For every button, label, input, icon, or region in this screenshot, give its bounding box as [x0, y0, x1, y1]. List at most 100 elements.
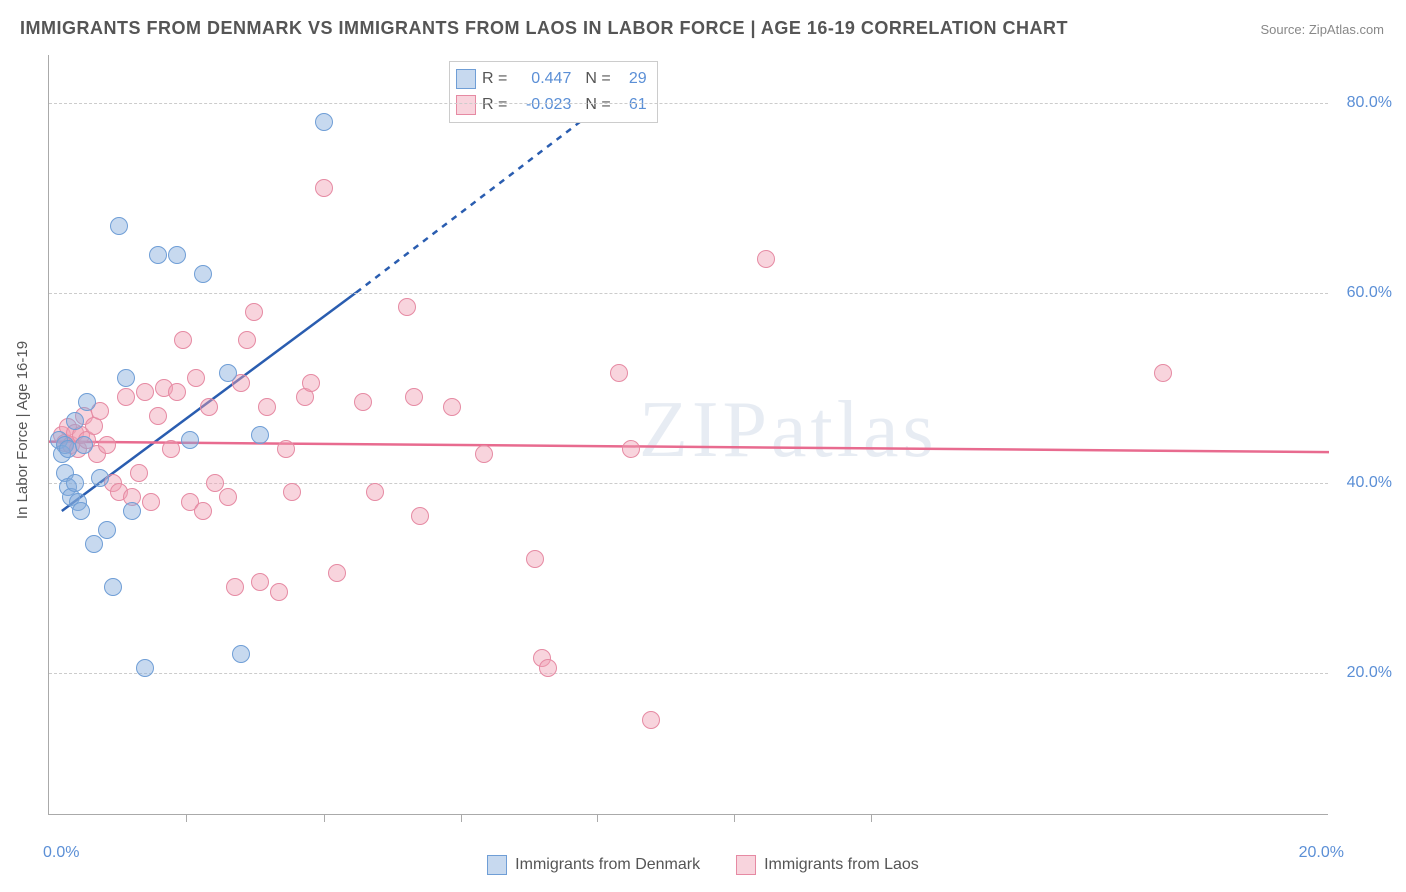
scatter-point-laos: [251, 573, 269, 591]
swatch-denmark-icon: [487, 855, 507, 875]
y-tick-label: 60.0%: [1347, 284, 1392, 302]
scatter-point-laos: [117, 388, 135, 406]
trend-lines-layer: [49, 55, 1328, 814]
stat-r-value: 0.447: [513, 70, 571, 88]
stats-row-denmark: R = 0.447 N = 29: [456, 66, 647, 92]
scatter-point-laos: [610, 364, 628, 382]
scatter-point-laos: [302, 374, 320, 392]
scatter-point-laos: [238, 331, 256, 349]
stat-r-label: R =: [482, 96, 507, 114]
scatter-point-laos: [366, 483, 384, 501]
scatter-point-laos: [526, 550, 544, 568]
stat-r-value: -0.023: [513, 96, 571, 114]
gridline-horizontal: [49, 673, 1328, 674]
trendline: [356, 112, 593, 293]
scatter-point-laos: [142, 493, 160, 511]
scatter-point-laos: [475, 445, 493, 463]
plot-area: ZIPatlas R =0.447N =29R =-0.023N =61 20.…: [48, 55, 1328, 815]
stat-n-value: 29: [617, 70, 647, 88]
scatter-point-laos: [315, 179, 333, 197]
scatter-point-denmark: [117, 369, 135, 387]
scatter-point-laos: [1154, 364, 1172, 382]
x-tick: [597, 814, 598, 822]
scatter-point-denmark: [85, 535, 103, 553]
scatter-point-laos: [187, 369, 205, 387]
y-axis-label: In Labor Force | Age 16-19: [14, 341, 31, 519]
x-tick: [734, 814, 735, 822]
legend-label: Immigrants from Denmark: [515, 856, 700, 874]
x-tick: [871, 814, 872, 822]
scatter-point-denmark: [98, 521, 116, 539]
scatter-point-laos: [328, 564, 346, 582]
scatter-point-denmark: [194, 265, 212, 283]
scatter-point-laos: [245, 303, 263, 321]
scatter-point-denmark: [315, 113, 333, 131]
scatter-point-laos: [136, 383, 154, 401]
legend-item-laos: Immigrants from Laos: [736, 855, 919, 875]
source-attribution: Source: ZipAtlas.com: [1260, 22, 1384, 37]
y-tick-label: 80.0%: [1347, 94, 1392, 112]
scatter-point-laos: [174, 331, 192, 349]
y-tick-label: 20.0%: [1347, 664, 1392, 682]
scatter-point-denmark: [219, 364, 237, 382]
scatter-point-denmark: [66, 474, 84, 492]
scatter-point-denmark: [123, 502, 141, 520]
scatter-point-laos: [277, 440, 295, 458]
scatter-point-laos: [354, 393, 372, 411]
scatter-point-laos: [270, 583, 288, 601]
scatter-point-laos: [168, 383, 186, 401]
scatter-point-denmark: [149, 246, 167, 264]
correlation-stats-box: R = 0.447 N = 29 R = -0.023 N = 61: [449, 61, 658, 123]
gridline-horizontal: [49, 293, 1328, 294]
swatch-laos-icon: [736, 855, 756, 875]
x-tick: [186, 814, 187, 822]
scatter-point-denmark: [251, 426, 269, 444]
chart-title: IMMIGRANTS FROM DENMARK VS IMMIGRANTS FR…: [20, 18, 1068, 39]
scatter-point-denmark: [168, 246, 186, 264]
scatter-point-laos: [539, 659, 557, 677]
scatter-point-laos: [405, 388, 423, 406]
legend-item-denmark: Immigrants from Denmark: [487, 855, 700, 875]
scatter-point-laos: [411, 507, 429, 525]
stat-n-label: N =: [585, 96, 610, 114]
scatter-point-denmark: [72, 502, 90, 520]
watermark: ZIPatlas: [639, 385, 938, 476]
stat-n-label: N =: [585, 70, 610, 88]
stats-row-laos: R = -0.023 N = 61: [456, 92, 647, 118]
swatch-denmark-icon: [456, 69, 476, 89]
scatter-point-denmark: [136, 659, 154, 677]
scatter-point-laos: [200, 398, 218, 416]
scatter-point-denmark: [78, 393, 96, 411]
stat-n-value: 61: [617, 96, 647, 114]
scatter-point-denmark: [91, 469, 109, 487]
scatter-point-denmark: [75, 436, 93, 454]
scatter-point-denmark: [232, 645, 250, 663]
stat-r-label: R =: [482, 70, 507, 88]
trendline: [49, 442, 1329, 452]
gridline-horizontal: [49, 483, 1328, 484]
scatter-point-denmark: [104, 578, 122, 596]
scatter-point-denmark: [66, 412, 84, 430]
scatter-point-laos: [283, 483, 301, 501]
scatter-point-laos: [162, 440, 180, 458]
y-tick-label: 40.0%: [1347, 474, 1392, 492]
scatter-point-laos: [258, 398, 276, 416]
scatter-point-laos: [398, 298, 416, 316]
scatter-point-laos: [149, 407, 167, 425]
x-tick: [461, 814, 462, 822]
scatter-point-laos: [98, 436, 116, 454]
swatch-laos-icon: [456, 95, 476, 115]
legend-label: Immigrants from Laos: [764, 856, 919, 874]
gridline-horizontal: [49, 103, 1328, 104]
scatter-point-laos: [757, 250, 775, 268]
scatter-point-laos: [642, 711, 660, 729]
scatter-point-denmark: [110, 217, 128, 235]
legend: Immigrants from Denmark Immigrants from L…: [0, 855, 1406, 880]
scatter-point-denmark: [181, 431, 199, 449]
scatter-point-laos: [226, 578, 244, 596]
chart-container: IMMIGRANTS FROM DENMARK VS IMMIGRANTS FR…: [0, 0, 1406, 892]
scatter-point-laos: [219, 488, 237, 506]
x-tick: [324, 814, 325, 822]
scatter-point-laos: [194, 502, 212, 520]
scatter-point-laos: [130, 464, 148, 482]
